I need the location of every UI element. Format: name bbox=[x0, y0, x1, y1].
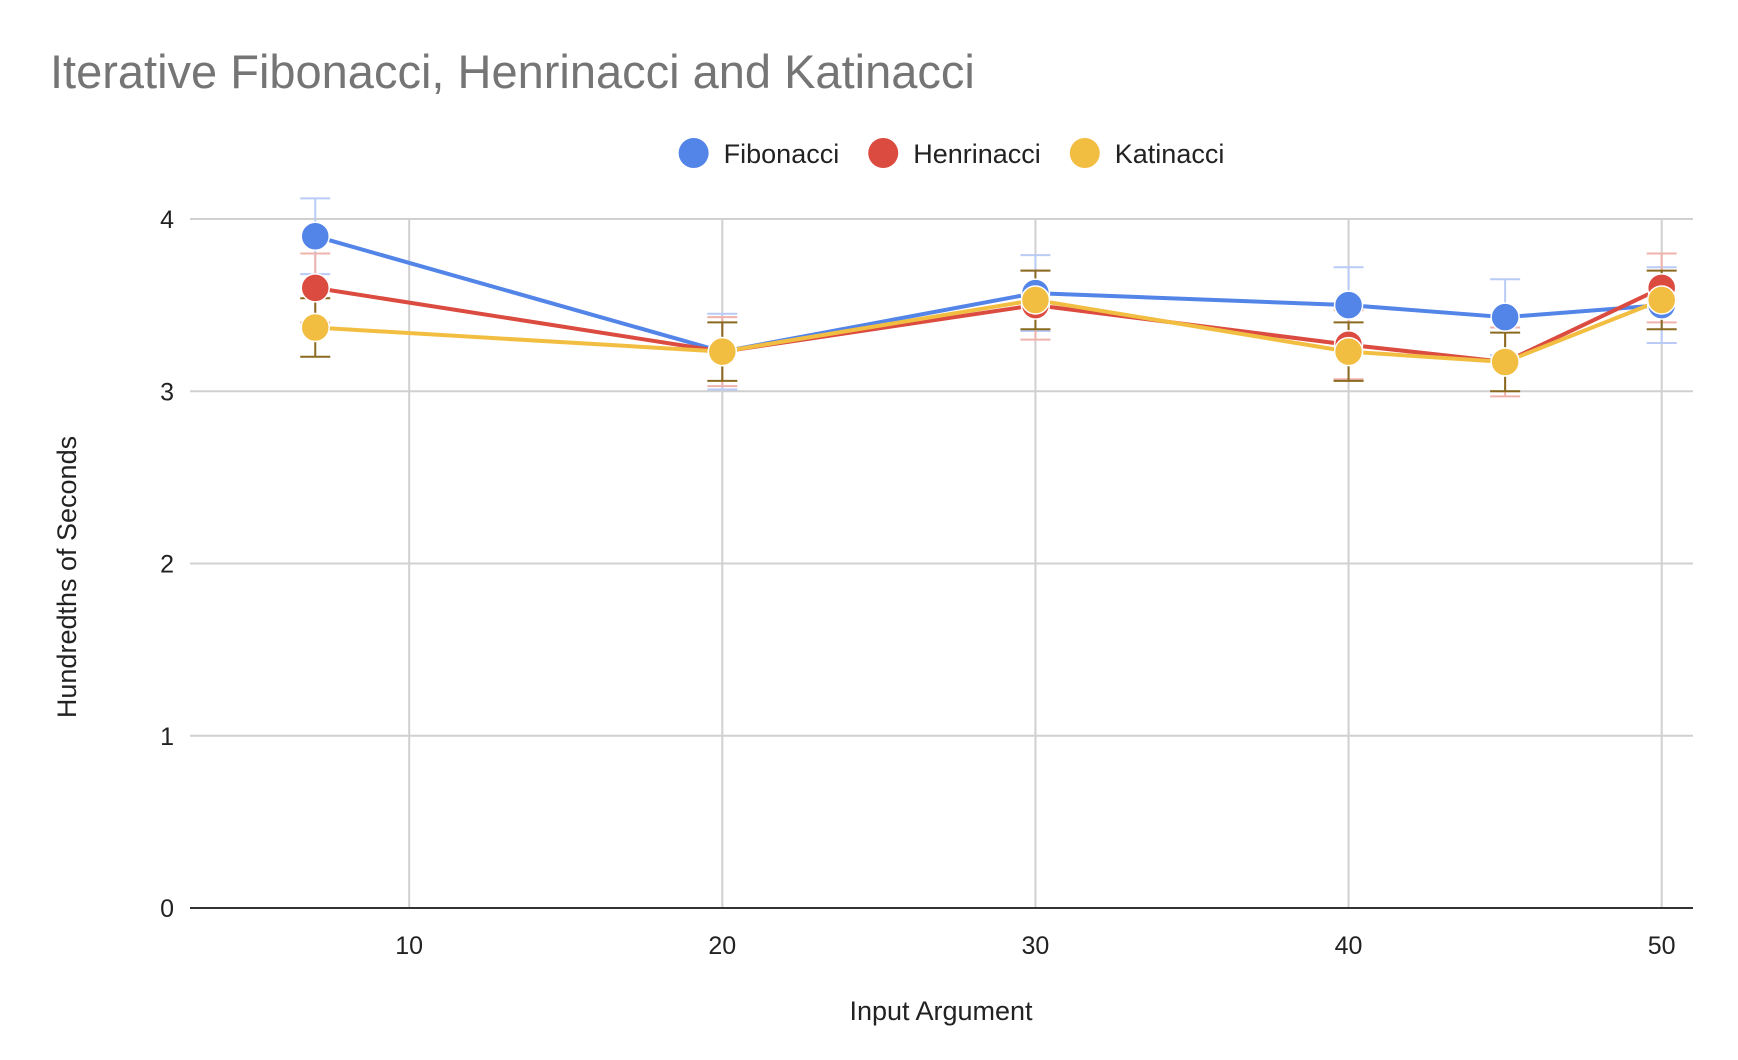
legend-label: Katinacci bbox=[1115, 139, 1225, 169]
data-point-fibonacci[interactable] bbox=[1490, 302, 1520, 332]
y-tick-label: 3 bbox=[160, 378, 174, 406]
data-point-katinacci[interactable] bbox=[707, 336, 738, 367]
series-line-katinacci bbox=[313, 297, 1664, 364]
legend-item-katinacci[interactable]: Katinacci bbox=[1069, 138, 1225, 169]
y-tick-label: 4 bbox=[160, 206, 174, 234]
legend-marker bbox=[1069, 138, 1100, 168]
y-axis-title: Hundredths of Seconds bbox=[52, 436, 82, 718]
legend-marker bbox=[678, 138, 709, 168]
error-bars bbox=[300, 197, 1677, 398]
series-line-henrinacci bbox=[313, 285, 1664, 364]
x-tick-label: 10 bbox=[395, 932, 423, 960]
legend-item-fibonacci[interactable]: Fibonacci bbox=[678, 138, 840, 169]
x-tick-label: 30 bbox=[1022, 932, 1050, 960]
y-axis-ticks: 0 1 2 3 4 bbox=[160, 206, 174, 923]
y-tick-label: 2 bbox=[160, 551, 174, 579]
series-lines bbox=[313, 234, 1664, 364]
x-tick-label: 40 bbox=[1335, 932, 1363, 960]
legend-label: Fibonacci bbox=[724, 139, 840, 169]
chart-title: Iterative Fibonacci, Henrinacci and Kati… bbox=[50, 45, 975, 98]
data-point-katinacci[interactable] bbox=[300, 312, 330, 343]
x-tick-label: 50 bbox=[1648, 932, 1676, 960]
x-tick-label: 20 bbox=[708, 932, 736, 960]
legend-item-henrinacci[interactable]: Henrinacci bbox=[868, 138, 1041, 169]
legend-label: Henrinacci bbox=[913, 139, 1041, 169]
data-point-fibonacci[interactable] bbox=[1333, 290, 1364, 320]
data-point-katinacci[interactable] bbox=[1646, 285, 1677, 315]
y-tick-label: 1 bbox=[160, 723, 174, 751]
data-point-henrinacci[interactable] bbox=[300, 273, 330, 303]
data-point-katinacci[interactable] bbox=[1490, 347, 1520, 377]
legend-marker bbox=[868, 138, 899, 168]
legend: Fibonacci Henrinacci Katinacci bbox=[678, 138, 1225, 169]
data-point-katinacci[interactable] bbox=[1333, 336, 1364, 367]
data-point-fibonacci[interactable] bbox=[300, 221, 330, 251]
y-tick-label: 0 bbox=[160, 895, 174, 923]
x-axis-ticks: 10 20 30 40 50 bbox=[395, 932, 1675, 960]
gridlines bbox=[190, 218, 1693, 908]
x-axis-title: Input Argument bbox=[849, 996, 1033, 1026]
data-point-katinacci[interactable] bbox=[1020, 285, 1051, 315]
series-line-fibonacci bbox=[313, 234, 1664, 354]
series-points bbox=[300, 221, 1677, 377]
